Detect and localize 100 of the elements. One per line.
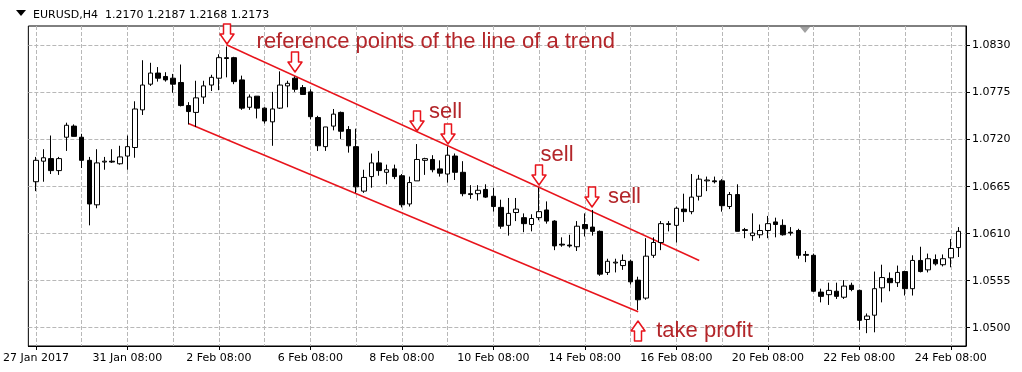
candlestick xyxy=(605,258,610,276)
candlestick xyxy=(41,148,46,183)
candlestick xyxy=(796,228,801,260)
candlestick xyxy=(338,111,344,140)
x-tick-label: 31 Jan 08:00 xyxy=(92,351,163,364)
candlestick xyxy=(140,59,145,116)
candlestick xyxy=(681,193,687,223)
candlestick xyxy=(468,184,473,200)
candlestick xyxy=(125,135,130,171)
candlestick xyxy=(628,259,633,285)
candlestick xyxy=(910,254,915,297)
candlestick xyxy=(193,80,199,128)
x-tick-label: 8 Feb 08:00 xyxy=(369,351,435,364)
candlestick xyxy=(33,156,39,192)
x-tick-label: 27 Jan 2017 xyxy=(2,351,69,364)
candlestick xyxy=(384,164,389,185)
candlestick xyxy=(430,154,435,173)
candlestick xyxy=(696,174,702,202)
candlestick xyxy=(392,164,397,180)
candlestick xyxy=(834,282,839,300)
annotation: sell xyxy=(607,183,641,209)
candlestick xyxy=(231,56,237,85)
x-tick-label: 2 Feb 08:00 xyxy=(186,351,252,364)
candlestick xyxy=(574,220,580,252)
y-tick-label: 1.0500 xyxy=(972,320,1011,334)
candlestick xyxy=(925,253,931,273)
y-tick-label: 1.0775 xyxy=(972,85,1011,99)
candlestick xyxy=(597,229,603,277)
candlestick xyxy=(567,234,572,249)
candlestick xyxy=(818,288,824,303)
candlestick xyxy=(277,70,283,110)
annotation: sell xyxy=(429,98,463,124)
candlestick xyxy=(460,160,466,197)
candlestick xyxy=(201,80,206,105)
candlestick xyxy=(559,236,565,248)
candlestick xyxy=(933,253,938,267)
candlestick xyxy=(742,227,748,239)
x-tick-label: 16 Feb 08:00 xyxy=(640,351,713,364)
candlestick xyxy=(209,74,214,92)
x-tick-label: 10 Feb 08:00 xyxy=(457,351,530,364)
annotation: reference points of the line of a trend xyxy=(256,28,615,54)
candlestick xyxy=(552,219,557,251)
candlestick xyxy=(902,270,908,297)
candlestick xyxy=(399,173,405,208)
candlestick xyxy=(262,106,267,125)
candlestick xyxy=(712,176,717,184)
candlestick xyxy=(475,184,481,202)
candlestick xyxy=(643,237,649,301)
candlestick xyxy=(346,125,351,154)
candlestick xyxy=(224,46,229,78)
candlestick xyxy=(666,220,671,232)
candlestick xyxy=(803,250,809,263)
candlestick xyxy=(788,226,793,237)
candlestick xyxy=(87,156,92,226)
candlestick xyxy=(422,157,428,176)
candlestick xyxy=(590,209,595,237)
candlestick xyxy=(849,282,854,292)
candlestick xyxy=(414,143,420,182)
candlestick xyxy=(544,200,549,225)
candlestick xyxy=(704,176,710,192)
candlestick xyxy=(216,53,222,91)
candlestick xyxy=(895,265,900,288)
candlestick xyxy=(64,122,69,152)
candlestick xyxy=(948,238,954,268)
candlestick xyxy=(407,176,412,208)
candlestick xyxy=(864,312,870,334)
candlestick xyxy=(102,156,107,171)
x-tick-label: 14 Feb 08:00 xyxy=(548,351,621,364)
candlestick xyxy=(361,169,367,194)
candlestick xyxy=(94,148,100,209)
chart-title: EURUSD,H4 1.2170 1.2187 1.2168 1.2173 xyxy=(33,8,270,21)
candlestick xyxy=(323,126,328,152)
candlestick xyxy=(117,145,123,166)
candlestick xyxy=(841,279,847,300)
candlestick xyxy=(48,135,54,175)
y-tick-label: 1.0830 xyxy=(972,38,1011,52)
candlestick xyxy=(750,212,755,242)
x-tick-label: 6 Feb 08:00 xyxy=(277,351,343,364)
candlestick xyxy=(582,212,588,237)
y-tick-label: 1.0665 xyxy=(972,179,1011,193)
candlestick xyxy=(773,217,778,238)
candlestick xyxy=(674,206,679,243)
candlestick xyxy=(727,191,732,210)
candlestick xyxy=(529,213,534,232)
candlestick xyxy=(689,173,694,215)
candlestick xyxy=(56,156,62,176)
y-tick-label: 1.0720 xyxy=(972,132,1011,146)
candlestick xyxy=(186,101,191,125)
candlestick xyxy=(757,224,763,239)
candlestick xyxy=(163,71,168,83)
candlestick xyxy=(857,289,862,331)
x-tick-label: 20 Feb 08:00 xyxy=(731,351,804,364)
candlestick xyxy=(376,150,382,177)
candlestick xyxy=(132,100,138,159)
candlestick xyxy=(719,178,725,213)
x-tick-label: 24 Feb 08:00 xyxy=(914,351,987,364)
y-tick-label: 1.0610 xyxy=(972,226,1011,240)
candlestick xyxy=(315,115,321,152)
candlestick xyxy=(826,282,832,306)
candlestick xyxy=(918,246,923,273)
